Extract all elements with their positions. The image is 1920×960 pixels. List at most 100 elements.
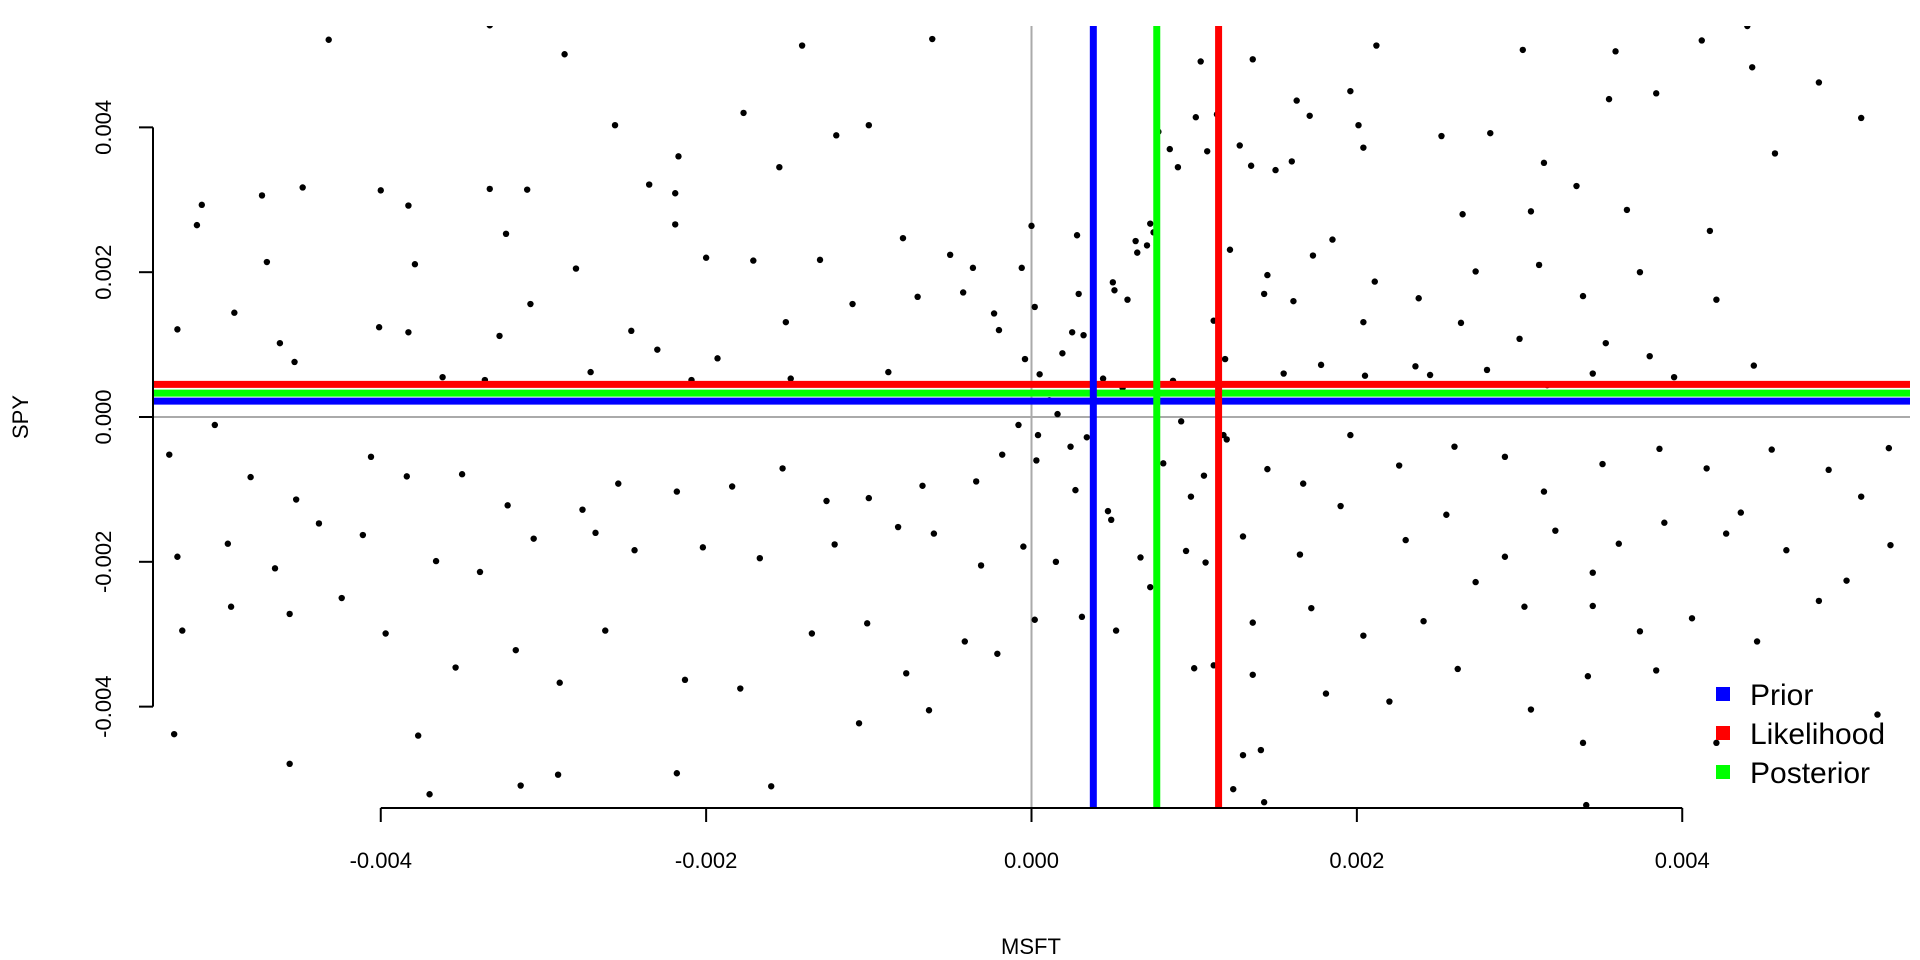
data-point <box>1054 410 1061 418</box>
y-tick-label: -0.004 <box>91 675 116 737</box>
data-point <box>654 346 661 353</box>
data-point <box>1124 296 1131 303</box>
data-point <box>1887 541 1894 549</box>
data-point <box>452 664 459 671</box>
data-point <box>1223 436 1230 443</box>
legend-swatch-likelihood <box>1716 726 1730 740</box>
data-point <box>523 186 531 193</box>
data-point <box>1885 444 1893 452</box>
data-point <box>1636 268 1644 276</box>
data-point <box>247 473 254 481</box>
data-point <box>170 730 178 738</box>
data-points <box>153 26 1910 808</box>
legend: Prior Likelihood Posterior <box>1716 679 1885 790</box>
data-point <box>779 465 786 472</box>
data-point <box>1579 739 1587 747</box>
data-point <box>1540 159 1548 167</box>
data-point <box>1371 278 1378 285</box>
data-point <box>1322 690 1330 697</box>
data-point <box>1052 558 1060 566</box>
data-point <box>823 497 830 505</box>
data-point <box>1713 739 1720 747</box>
data-point <box>1239 751 1247 759</box>
data-point <box>1249 619 1256 626</box>
data-point <box>1744 26 1751 30</box>
data-point <box>1573 182 1580 190</box>
data-point <box>1190 665 1198 672</box>
data-point <box>894 523 902 531</box>
data-point <box>1067 443 1074 450</box>
data-point <box>990 310 998 317</box>
data-point <box>263 258 271 266</box>
data-point <box>211 421 219 429</box>
data-point <box>1143 242 1151 249</box>
x-axis-title: MSFT <box>1001 934 1061 959</box>
data-point <box>961 638 968 645</box>
data-point <box>1612 48 1619 55</box>
data-point <box>1703 465 1710 472</box>
data-point <box>1264 465 1271 473</box>
data-point <box>1083 434 1091 441</box>
data-point <box>855 720 863 727</box>
axes: -0.004 -0.002 0.000 0.002 0.004 -0.004 -0.002 0… <box>91 100 1710 873</box>
data-point <box>808 630 816 637</box>
data-point <box>1078 613 1086 621</box>
data-point <box>631 547 638 554</box>
data-point <box>1249 56 1256 63</box>
data-point <box>787 375 794 382</box>
data-point <box>377 187 384 194</box>
data-point <box>1204 148 1211 155</box>
y-tick-label: 0.000 <box>91 389 116 444</box>
data-point <box>1857 493 1865 500</box>
data-point <box>496 332 503 340</box>
data-point <box>1688 615 1696 622</box>
x-tick-label: 0.002 <box>1329 848 1384 873</box>
data-point <box>1329 236 1336 243</box>
data-point <box>919 482 926 489</box>
data-point <box>1540 488 1548 495</box>
data-point <box>458 471 466 478</box>
data-point <box>1579 292 1587 300</box>
data-point <box>1438 132 1445 140</box>
data-point <box>1451 443 1458 450</box>
data-point <box>1075 290 1082 298</box>
data-point <box>798 42 806 49</box>
data-point <box>959 289 967 296</box>
data-point <box>1293 97 1300 104</box>
data-point <box>1031 616 1038 623</box>
data-point <box>1646 352 1653 360</box>
data-point <box>375 324 383 331</box>
data-point <box>1615 540 1622 547</box>
data-point <box>367 453 375 461</box>
data-point <box>572 265 580 272</box>
data-point <box>502 230 510 238</box>
data-point <box>1111 287 1118 294</box>
data-point <box>1825 466 1832 474</box>
data-point <box>1177 418 1185 425</box>
data-point <box>1843 577 1850 584</box>
data-point <box>1236 142 1243 149</box>
data-point <box>628 327 635 335</box>
data-point <box>174 326 181 333</box>
data-point <box>1355 121 1362 129</box>
data-point <box>1589 569 1596 576</box>
data-point <box>227 603 235 610</box>
data-point <box>1317 361 1325 369</box>
data-point <box>1516 335 1523 342</box>
data-point <box>1487 129 1494 137</box>
data-point <box>1337 502 1344 510</box>
data-point <box>432 557 440 565</box>
data-point <box>1527 706 1535 713</box>
data-point <box>1360 632 1367 639</box>
data-point <box>675 153 682 160</box>
data-point <box>405 202 412 209</box>
data-point <box>1771 150 1779 157</box>
estimate-lines <box>153 26 1910 808</box>
data-point <box>1202 559 1209 566</box>
data-point <box>611 121 619 129</box>
data-point <box>681 676 689 684</box>
legend-label-prior: Prior <box>1750 679 1813 712</box>
data-point <box>1472 268 1479 275</box>
data-point <box>672 221 679 228</box>
